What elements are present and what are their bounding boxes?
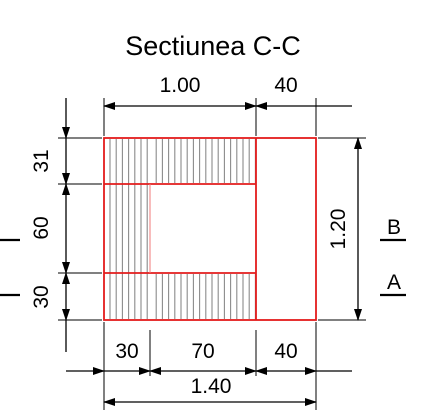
bottom-total-label: 1.40: [191, 375, 232, 398]
section-markers: B A: [0, 216, 406, 297]
marker-label-lower: A: [387, 271, 401, 294]
bottom-dim-c-label: 40: [274, 340, 297, 363]
bottom-dim-a-label: 30: [115, 340, 138, 363]
top-dim-right-label: 40: [274, 74, 297, 97]
top-dim-left-label: 1.00: [160, 74, 201, 97]
right-dim-label: 1.20: [327, 209, 350, 250]
left-dim-top-label: 31: [30, 149, 53, 172]
section-outline: [103, 137, 317, 321]
left-dim-bottom-label: 30: [30, 285, 53, 308]
bottom-dim-b-label: 70: [191, 340, 214, 363]
left-dimension-chain: 31 60 30: [30, 98, 102, 352]
top-dimension-chain: 1.00 40: [103, 74, 352, 136]
bottom-dimension-chain: 30 70 40 1.40: [66, 322, 352, 410]
outer-contour: [103, 137, 317, 321]
right-dimension: 1.20: [318, 137, 366, 321]
left-dim-middle-label: 60: [30, 216, 53, 239]
drawing-title: Sectiunea C-C: [125, 31, 301, 61]
marker-label-upper: B: [387, 216, 401, 239]
hatch-pattern: [109, 139, 256, 319]
